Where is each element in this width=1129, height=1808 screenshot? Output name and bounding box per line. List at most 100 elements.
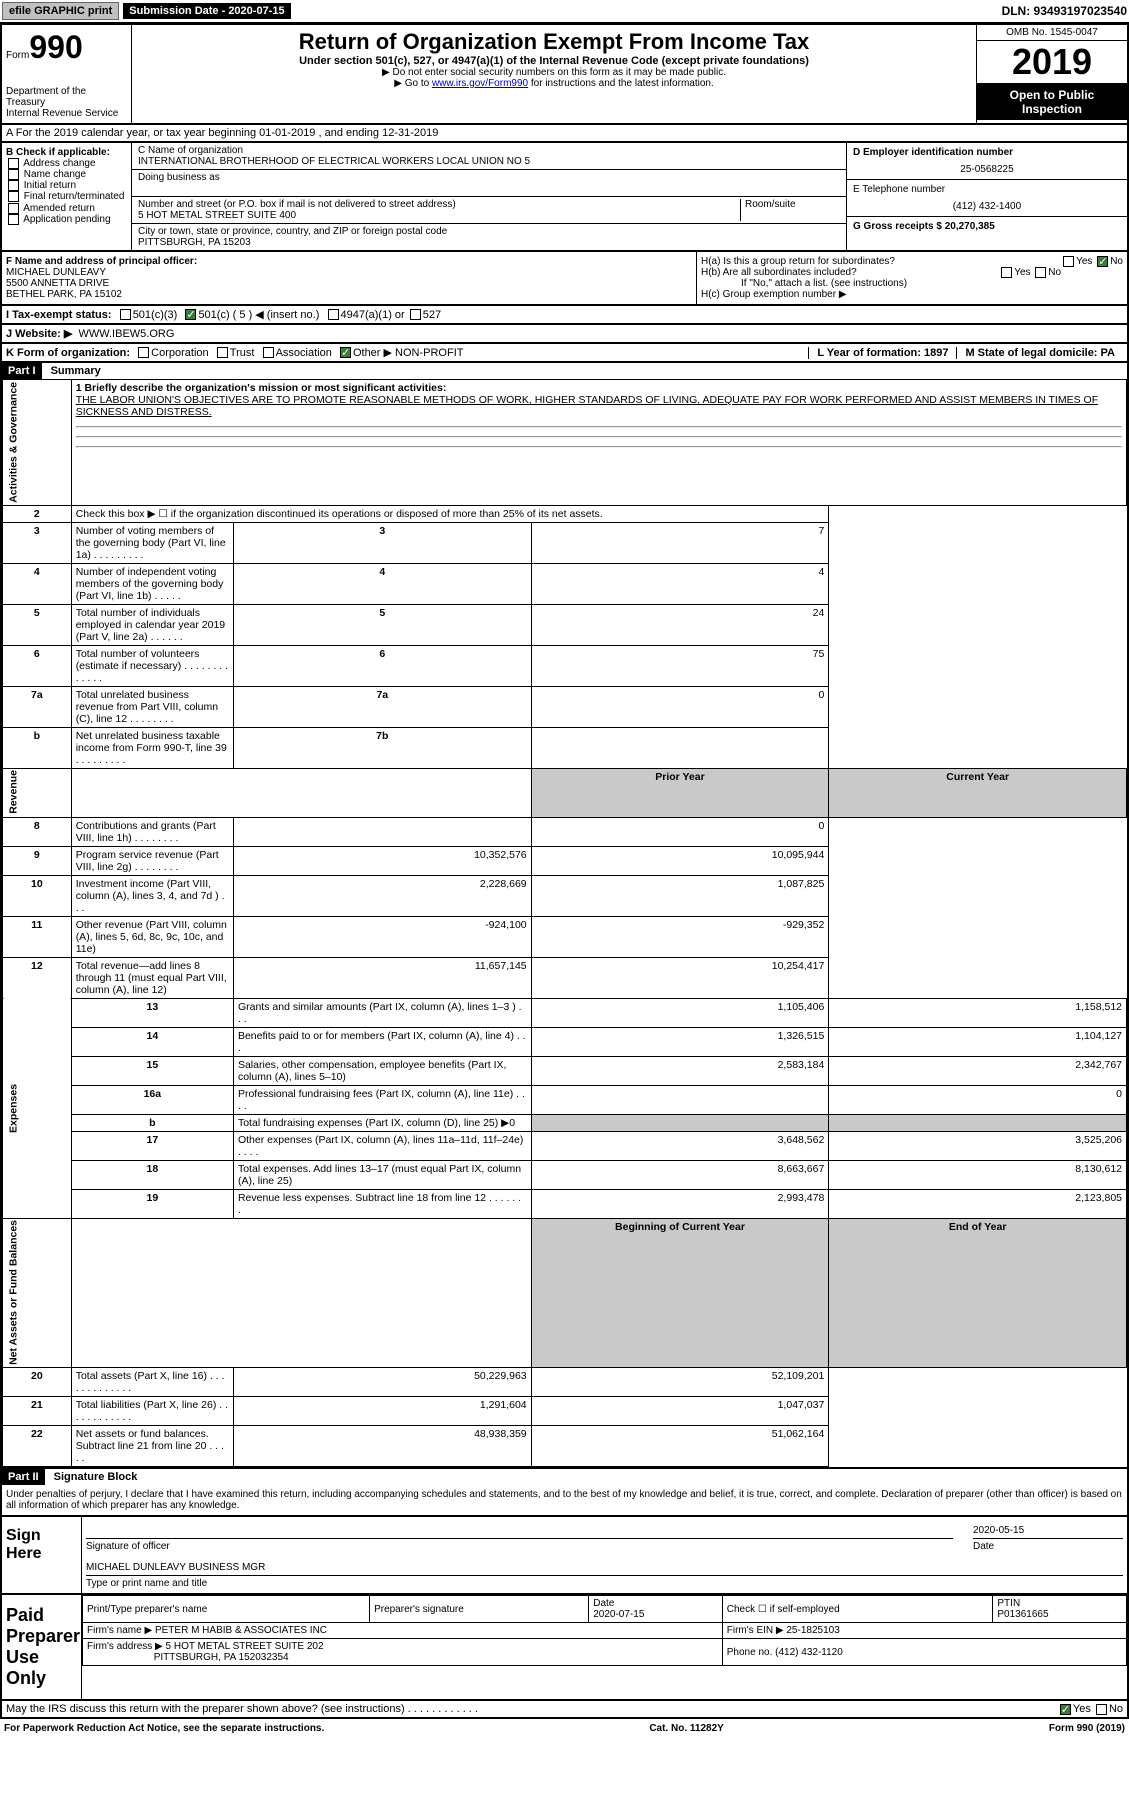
table-row: 11Other revenue (Part VIII, column (A), …	[3, 916, 1127, 957]
no-label: No	[1109, 1703, 1123, 1715]
dept-label: Department of the Treasury Internal Reve…	[6, 86, 127, 119]
firm-addr1: 5 HOT METAL STREET SUITE 202	[166, 1641, 324, 1652]
row-i: I Tax-exempt status: 501(c)(3) 501(c) ( …	[0, 306, 1129, 325]
checkbox-icon[interactable]	[263, 347, 274, 358]
row-j: J Website: ▶ WWW.IBEW5.ORG	[0, 325, 1129, 344]
sig-date-block: 2020-05-15 Date	[973, 1521, 1123, 1552]
b-opt-label: Amended return	[23, 203, 95, 214]
table-row: 18Total expenses. Add lines 13–17 (must …	[3, 1160, 1127, 1189]
ha-text: H(a) Is this a group return for subordin…	[701, 256, 895, 267]
b-opt-label: Address change	[23, 158, 95, 169]
k-o0: Corporation	[151, 347, 208, 359]
phone-value: (412) 432-1400	[853, 201, 1121, 212]
footer: For Paperwork Reduction Act Notice, see …	[0, 1719, 1129, 1738]
preparer-row: Paid Preparer Use Only Print/Type prepar…	[2, 1595, 1127, 1699]
firm-phone: (412) 432-1120	[775, 1647, 843, 1658]
checkbox-icon[interactable]	[138, 347, 149, 358]
part1-title: Summary	[45, 363, 107, 379]
checkbox-icon[interactable]	[410, 309, 421, 320]
mission-row: Activities & Governance 1 Briefly descri…	[3, 380, 1127, 506]
sign-row: Sign Here Signature of officer 2020-05-1…	[2, 1517, 1127, 1593]
b-opt-3: Final return/terminated	[6, 191, 127, 202]
i-o3: 4947(a)(1) or	[341, 309, 405, 321]
checkbox-icon[interactable]	[217, 347, 228, 358]
note-pre: ▶ Go to	[394, 78, 432, 89]
prep-date-label: Date	[593, 1598, 614, 1609]
section-fh: F Name and address of principal officer:…	[0, 252, 1129, 306]
checkbox-icon[interactable]	[1035, 267, 1046, 278]
table-row: 2Check this box ▶ ☐ if the organization …	[3, 505, 1127, 522]
submission-date: Submission Date - 2020-07-15	[123, 3, 290, 19]
year-col: OMB No. 1545-0047 2019 Open to Public In…	[977, 25, 1127, 123]
b-opt-1: Name change	[6, 169, 127, 180]
instructions-link[interactable]: www.irs.gov/Form990	[432, 78, 528, 89]
table-row: 6Total number of volunteers (estimate if…	[3, 645, 1127, 686]
footer-right: Form 990 (2019)	[1049, 1723, 1125, 1734]
h-c: H(c) Group exemption number ▶	[701, 289, 1123, 300]
col-de: D Employer identification number 25-0568…	[847, 143, 1127, 250]
officer-addr2: BETHEL PARK, PA 15102	[6, 289, 692, 300]
checkbox-icon[interactable]	[8, 203, 19, 214]
checkbox-icon[interactable]	[1096, 1704, 1107, 1715]
yes-label: Yes	[1073, 1703, 1091, 1715]
b-label: B Check if applicable:	[6, 147, 127, 158]
g-gross: G Gross receipts $ 20,270,385	[847, 217, 1127, 236]
checkbox-icon[interactable]	[8, 169, 19, 180]
checkbox-icon[interactable]	[8, 214, 19, 225]
gov-label: Activities & Governance	[3, 380, 72, 506]
py-hdr: Prior Year	[531, 768, 829, 817]
b-opt-label: Application pending	[23, 214, 110, 225]
net-label: Net Assets or Fund Balances	[3, 1218, 72, 1368]
prep-date: 2020-07-15	[593, 1609, 644, 1620]
checkbox-checked-icon[interactable]	[1097, 256, 1108, 267]
m-label: M State of legal domicile: PA	[956, 347, 1123, 359]
checkbox-icon[interactable]	[8, 191, 19, 202]
checkbox-icon[interactable]	[8, 180, 19, 191]
c-dba: Doing business as	[132, 170, 846, 197]
ptin-value: P01361665	[997, 1609, 1048, 1620]
checkbox-checked-icon[interactable]	[340, 347, 351, 358]
title-col: Return of Organization Exempt From Incom…	[132, 25, 977, 123]
i-o2: 501(c) ( 5 ) ◀ (insert no.)	[198, 308, 319, 321]
c-name-label: C Name of organization	[138, 145, 840, 156]
form-prefix: Form	[6, 50, 29, 61]
prep-name-label: Print/Type preparer's name	[83, 1596, 370, 1623]
part1-hdr: Part I	[2, 363, 42, 379]
j-label: J Website: ▶	[6, 327, 72, 340]
firm-ein-label: Firm's EIN ▶	[727, 1625, 784, 1636]
firm-addr-label: Firm's address ▶	[87, 1641, 163, 1652]
table-row: 16aProfessional fundraising fees (Part I…	[3, 1085, 1127, 1114]
no-label: No	[1110, 256, 1123, 267]
checkbox-icon[interactable]	[120, 309, 131, 320]
officer-label: F Name and address of principal officer:	[6, 256, 692, 267]
efile-button[interactable]: efile GRAPHIC print	[2, 2, 119, 20]
ein-value: 25-0568225	[853, 164, 1121, 175]
checkbox-checked-icon[interactable]	[1060, 1704, 1071, 1715]
table-row: 10Investment income (Part VIII, column (…	[3, 875, 1127, 916]
checkbox-icon[interactable]	[328, 309, 339, 320]
table-row: 7aTotal unrelated business revenue from …	[3, 686, 1127, 727]
row-klm: K Form of organization: Corporation Trus…	[0, 344, 1129, 363]
table-row: 19Revenue less expenses. Subtract line 1…	[3, 1189, 1127, 1218]
discuss-row: May the IRS discuss this return with the…	[0, 1701, 1129, 1719]
b-opt-label: Initial return	[24, 180, 76, 191]
discuss-text: May the IRS discuss this return with the…	[6, 1703, 478, 1715]
part2: Part II Signature Block Under penalties …	[0, 1469, 1129, 1517]
table-row: 12Total revenue—add lines 8 through 11 (…	[3, 957, 1127, 998]
rev-label: Revenue	[3, 768, 72, 817]
col-f: F Name and address of principal officer:…	[2, 252, 697, 304]
checkbox-icon[interactable]	[1063, 256, 1074, 267]
col-h: H(a) Is this a group return for subordin…	[697, 252, 1127, 304]
subtitle: Under section 501(c), 527, or 4947(a)(1)…	[136, 55, 972, 67]
note-post: for instructions and the latest informat…	[528, 78, 714, 89]
table-row: 22Net assets or fund balances. Subtract …	[3, 1426, 1127, 1467]
d-ein: D Employer identification number 25-0568…	[847, 143, 1127, 180]
checkbox-checked-icon[interactable]	[185, 309, 196, 320]
checkbox-icon[interactable]	[8, 158, 19, 169]
firm-addr-cell: Firm's address ▶ 5 HOT METAL STREET SUIT…	[83, 1639, 723, 1666]
c-city: City or town, state or province, country…	[132, 224, 846, 250]
b-opt-label: Name change	[24, 169, 86, 180]
firm-name-cell: Firm's name ▶ PETER M HABIB & ASSOCIATES…	[83, 1623, 723, 1639]
org-city: PITTSBURGH, PA 15203	[138, 237, 840, 248]
checkbox-icon[interactable]	[1001, 267, 1012, 278]
